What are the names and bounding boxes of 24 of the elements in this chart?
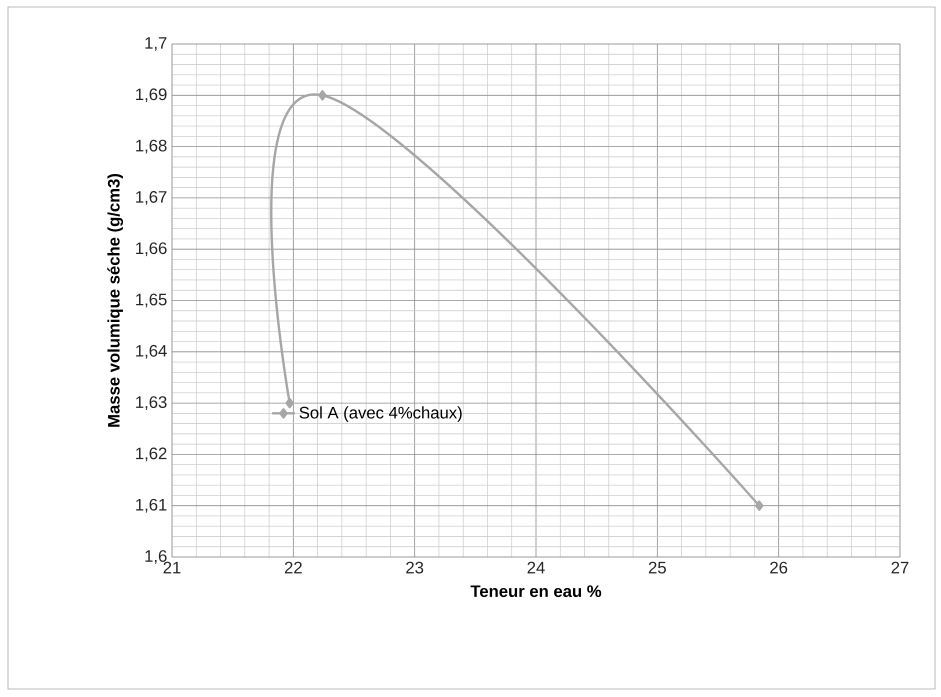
y-tick-label: 1,64 (136, 344, 167, 359)
y-tick-label: 1,61 (136, 498, 166, 513)
y-tick-label: 1,6 (145, 550, 167, 564)
x-tick-label: 25 (648, 562, 666, 574)
y-tick-label: 1,62 (136, 448, 166, 462)
y-tick-label: 1,66 (136, 242, 167, 256)
legend-label: Sol A (avec 4%chaux) (299, 406, 462, 422)
point (286, 398, 294, 408)
x-tick-label: 22 (284, 562, 302, 574)
y-tick-label: 1,67 (136, 191, 166, 205)
point (755, 500, 764, 511)
x-tick-label: 23 (406, 562, 424, 574)
y-tick-label: 1,68 (136, 140, 167, 154)
x-axis-title: Teneur en eau % (470, 585, 602, 598)
y-tick-label: 1,69 (136, 88, 167, 102)
x-tick-label: 21 (164, 562, 180, 574)
y-tick-label: 1,63 (136, 396, 167, 410)
x-tick-label: 26 (770, 562, 788, 574)
y-tick-label: 1,7 (145, 37, 166, 51)
x-tick-label: 27 (892, 562, 908, 574)
point (318, 90, 327, 100)
y-tick-label: 1,65 (136, 294, 167, 308)
x-tick-label: 24 (528, 562, 545, 574)
y-axis-title: Masse volumique séche (g/cm3) (107, 174, 124, 427)
